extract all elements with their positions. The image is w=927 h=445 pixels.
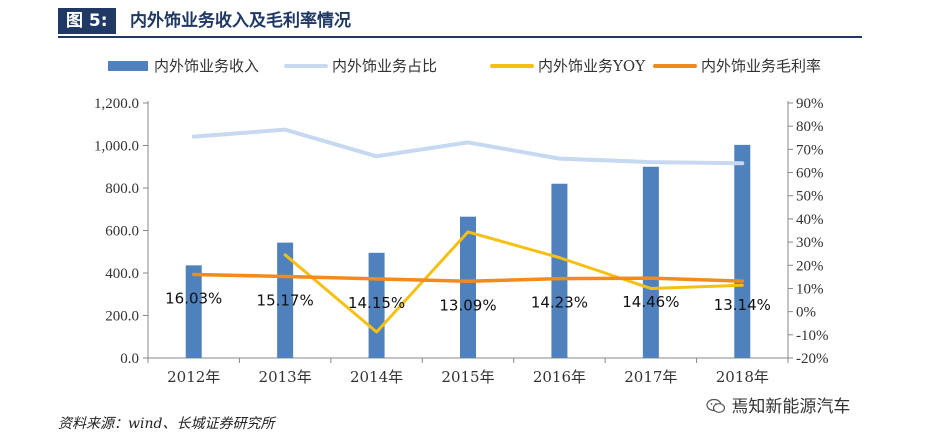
source-note: 资料来源：wind、长城证券研究所 xyxy=(58,416,275,432)
y-left-tick-label: 400.0 xyxy=(105,266,139,282)
x-tick-label: 2012年 xyxy=(167,368,220,386)
y-right-tick-label: 60% xyxy=(796,166,824,182)
y-right-tick-label: 30% xyxy=(796,235,824,251)
wechat-icon xyxy=(706,398,726,413)
bar-revenue xyxy=(551,183,568,358)
line-series-1 xyxy=(191,127,745,166)
bar-revenue xyxy=(460,216,476,358)
watermark: 焉知新能源汽车 xyxy=(706,394,850,420)
y-right-tick-label: -20% xyxy=(796,351,829,367)
y-right-tick-label: 0% xyxy=(796,305,816,321)
legend-label: 内外饰业务占比 xyxy=(332,57,437,75)
margin-data-label: 15.17% xyxy=(257,291,314,309)
header-rule xyxy=(58,36,862,38)
x-tick-label: 2017年 xyxy=(624,368,677,386)
line-series-3 xyxy=(191,272,745,284)
y-right-tick-label: 10% xyxy=(796,281,824,297)
y-left-tick-label: 0.0 xyxy=(120,351,139,367)
figure-title: 内外饰业务收入及毛利率情况 xyxy=(130,11,351,31)
margin-data-label: 13.14% xyxy=(714,296,771,314)
margin-data-label: 13.09% xyxy=(439,296,496,314)
x-tick-label: 2013年 xyxy=(259,368,312,386)
figure-header: 图 5: 内外饰业务收入及毛利率情况 xyxy=(58,8,862,34)
x-tick-label: 2016年 xyxy=(533,368,586,386)
y-right-tick-label: 70% xyxy=(796,142,824,158)
y-left-tick-label: 800.0 xyxy=(105,181,139,197)
line-series-2 xyxy=(283,230,744,334)
y-right-tick-label: 50% xyxy=(796,189,824,205)
bar-revenue xyxy=(734,144,751,358)
x-tick-label: 2018年 xyxy=(716,368,769,386)
y-right-tick-label: -10% xyxy=(796,328,829,344)
legend-label: 内外饰业务收入 xyxy=(154,57,259,75)
y-left-tick-label: 600.0 xyxy=(105,224,139,240)
x-tick-label: 2015年 xyxy=(441,368,494,386)
watermark-text: 焉知新能源汽车 xyxy=(731,397,851,417)
margin-data-label: 16.03% xyxy=(165,289,222,307)
legend-label: 内外饰业务毛利率 xyxy=(701,57,821,75)
y-left-tick-label: 1,200.0 xyxy=(94,96,139,112)
y-left-tick-label: 1,000.0 xyxy=(94,139,139,155)
margin-data-label: 14.23% xyxy=(531,294,588,312)
figure-label: 图 5: xyxy=(58,8,116,34)
bar-revenue xyxy=(185,265,202,358)
bar-revenue xyxy=(642,166,659,358)
margin-data-label: 14.15% xyxy=(348,294,405,312)
y-right-tick-label: 20% xyxy=(796,258,824,274)
legend-swatch-bar xyxy=(108,61,148,71)
bar-revenue xyxy=(277,242,294,358)
y-left-tick-label: 200.0 xyxy=(105,309,139,325)
y-right-tick-label: 40% xyxy=(796,212,824,228)
legend-label: 内外饰业务YOY xyxy=(538,57,646,75)
y-right-tick-label: 80% xyxy=(796,119,824,135)
margin-data-label: 14.46% xyxy=(622,293,679,311)
y-right-tick-label: 90% xyxy=(796,96,824,112)
x-tick-label: 2014年 xyxy=(350,368,403,386)
